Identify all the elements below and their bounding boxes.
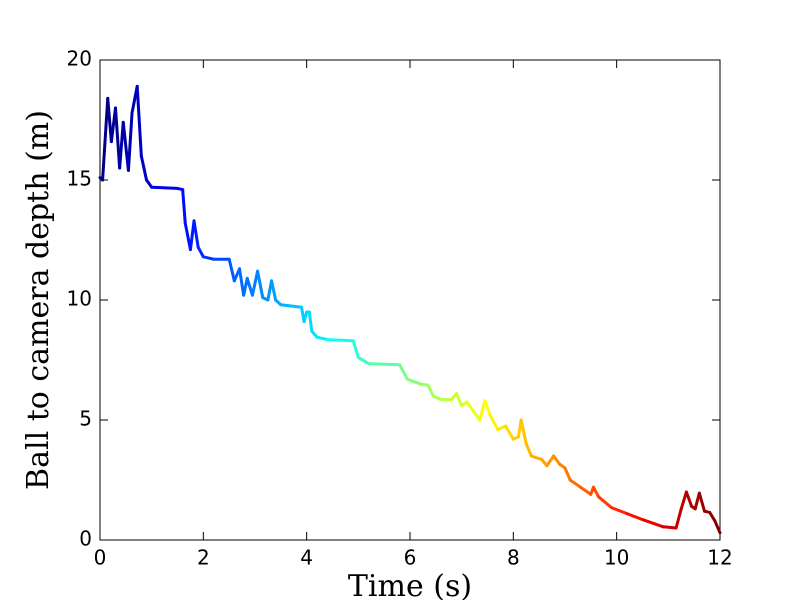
x-tick-label: 8: [507, 546, 520, 570]
line-segment: [579, 485, 593, 496]
line-segment: [101, 96, 110, 182]
line-segment: [356, 356, 371, 366]
line-segment: [192, 219, 200, 249]
line-segment: [625, 512, 644, 522]
line-segment: [250, 269, 260, 297]
y-tick-label: 5: [79, 407, 92, 431]
y-tick-label: 15: [67, 167, 92, 191]
x-tick-label: 4: [300, 546, 313, 570]
line-segment: [150, 185, 179, 190]
line-segment: [367, 362, 402, 367]
line-segment: [708, 510, 717, 523]
line-segment: [405, 377, 422, 386]
x-tick-label: 6: [404, 546, 417, 570]
y-axis-label: Ball to camera depth (m): [21, 110, 56, 490]
line-segment: [465, 400, 482, 422]
line-segment: [256, 269, 265, 300]
x-tick-label: 2: [197, 546, 210, 570]
line-segment: [398, 363, 409, 381]
line-segment: [289, 304, 303, 309]
line-segment: [552, 454, 562, 466]
line-segment: [139, 154, 148, 182]
line-segment: [181, 188, 187, 225]
line-segment: [227, 257, 236, 283]
line-segment: [455, 392, 464, 408]
line-segment: [483, 399, 492, 417]
line-segment: [307, 310, 314, 333]
line-segment: [679, 490, 688, 511]
line-segment: [238, 267, 246, 297]
line-segment: [713, 519, 722, 535]
line-segment: [351, 339, 360, 360]
line-segment: [597, 495, 613, 510]
line-segment: [568, 478, 582, 489]
plot-frame: [99, 59, 721, 541]
line-segment: [563, 466, 572, 482]
line-segment: [545, 454, 556, 468]
line-segment: [697, 491, 706, 513]
line-segment: [641, 518, 665, 529]
line-segment: [135, 84, 143, 158]
x-tick-label: 0: [94, 546, 107, 570]
line-segment: [488, 413, 500, 432]
line-segment: [591, 485, 601, 499]
line-segment: [325, 338, 355, 343]
line-segment: [426, 383, 435, 398]
line-segment: [504, 424, 515, 441]
x-tick-label: 12: [707, 546, 732, 570]
line-segment: [279, 303, 293, 308]
line-segment: [529, 454, 544, 462]
line-segment: [610, 506, 629, 516]
line-segment: [126, 111, 134, 172]
line-segment: [270, 279, 278, 302]
line-segment: [315, 335, 329, 342]
line-segment: [661, 525, 678, 530]
line-segment: [478, 399, 487, 422]
x-tick-label: 10: [604, 546, 629, 570]
y-tick-label: 10: [67, 287, 92, 311]
y-tick-label: 20: [67, 47, 92, 71]
line-segment: [674, 507, 683, 530]
line-segment: [684, 490, 694, 508]
line-segment: [519, 418, 528, 446]
line-segment: [196, 245, 205, 259]
line-segment: [201, 255, 216, 261]
line-segment: [524, 442, 533, 458]
x-axis-label: Time (s): [348, 569, 472, 600]
line-segment: [302, 310, 309, 324]
y-tick-label: 0: [79, 527, 92, 551]
